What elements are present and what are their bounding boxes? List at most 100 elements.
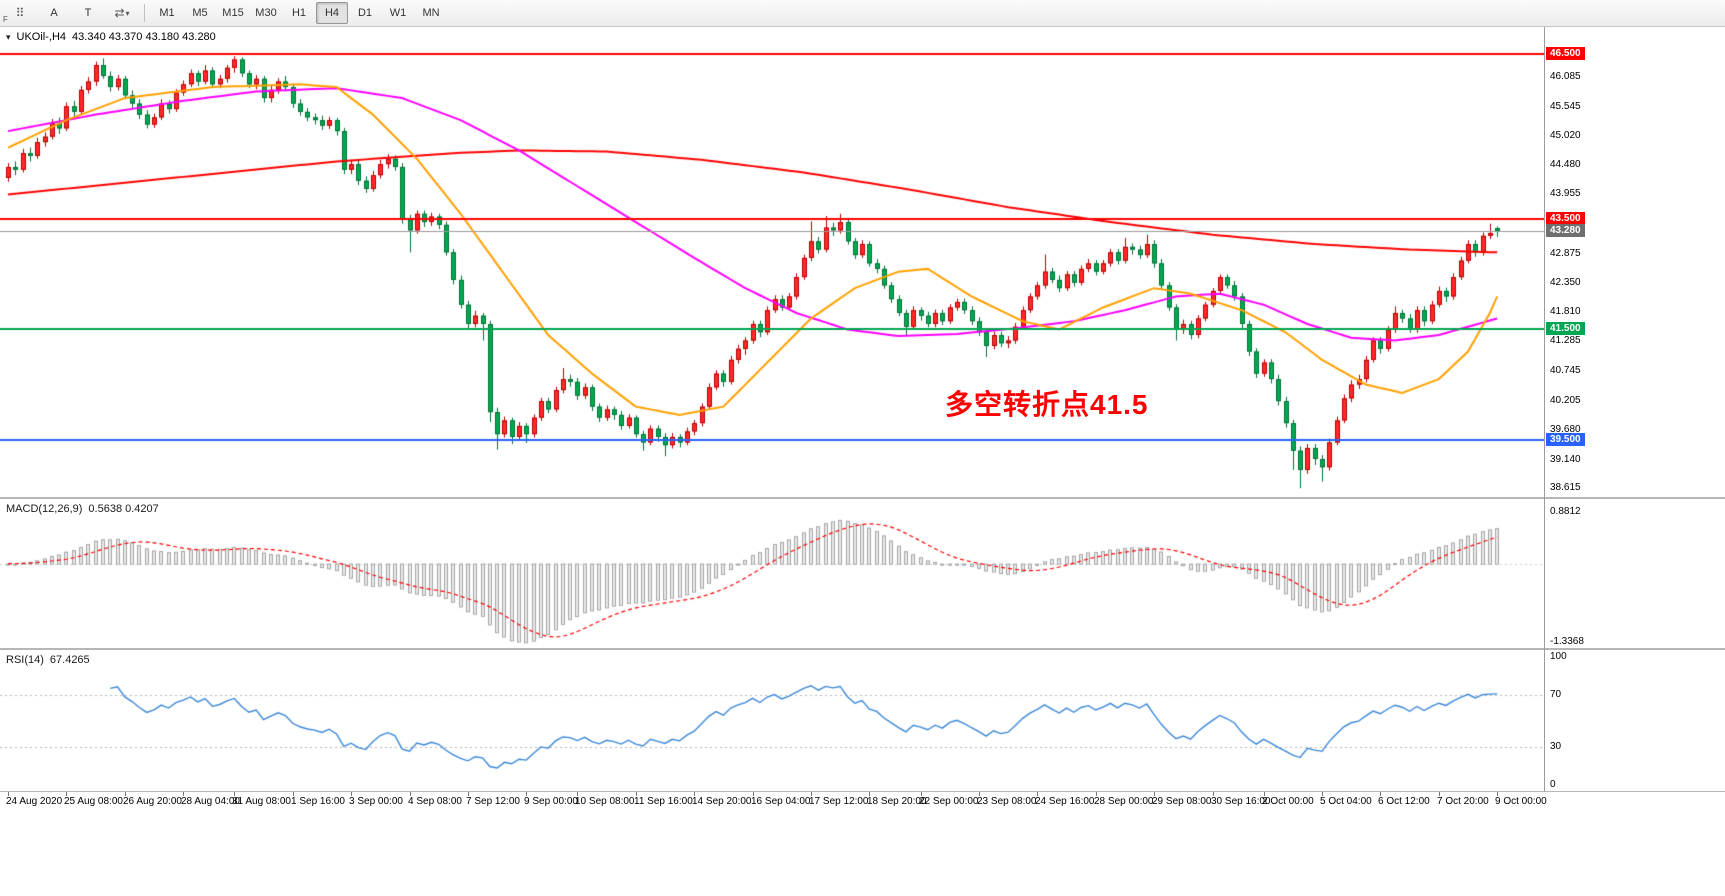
timeframe-button-h1[interactable]: H1 [291,7,307,19]
time-tick [921,792,922,796]
toolbar: ⠿ F A T ⇄ ▾ M1 M5 M15 M30 H1 H4 D1 W1 MN [0,0,1725,27]
timeframe-button-h4[interactable]: H4 [316,2,348,24]
price-tick-label: 38.615 [1550,482,1581,494]
time-tick [636,792,637,796]
timeframe-button-d1[interactable]: D1 [357,7,373,19]
time-tick [1037,792,1038,796]
fast-navigation-label: F [3,15,8,24]
price-tick-label: 46.085 [1550,70,1581,82]
time-tick [753,792,754,796]
time-tick [1096,792,1097,796]
price-tick-label: 42.350 [1550,276,1581,288]
time-label: 24 Aug 2020 [6,796,63,807]
price-badge: 41.500 [1546,322,1585,336]
time-tick [351,792,352,796]
toolbar-separator [144,4,145,22]
time-label: 22 Sep 00:00 [919,796,979,807]
time-label: 18 Sep 20:00 [867,796,927,807]
time-label: 5 Oct 04:00 [1320,796,1372,807]
price-tick-label: 43.955 [1550,188,1581,200]
price-tick-label: 45.020 [1550,129,1581,141]
price-badge: 39.500 [1546,432,1585,446]
text-tool-button[interactable]: T [84,7,92,19]
rsi-axis-label: 100 [1550,651,1567,662]
timeframe-button-m30[interactable]: M30 [255,7,277,19]
time-label: 1 Sep 16:00 [291,796,345,807]
time-tick [1497,792,1498,796]
time-label: 25 Aug 08:00 [64,796,123,807]
time-tick [526,792,527,796]
time-tick [183,792,184,796]
time-tick [1380,792,1381,796]
time-tick [577,792,578,796]
time-label: 23 Sep 08:00 [977,796,1037,807]
price-badge: 46.500 [1546,46,1585,60]
time-label: 29 Sep 08:00 [1152,796,1212,807]
time-tick [468,792,469,796]
time-axis: 24 Aug 2020 25 Aug 08:00 26 Aug 20:00 28 Au… [0,792,1725,832]
time-tick [1264,792,1265,796]
macd-panel-label: MACD(12,26,9) 0.5638 0.4207 [6,503,159,515]
time-label: 9 Oct 00:00 [1495,796,1547,807]
panel-splitter-macd-rsi[interactable] [0,648,1725,650]
time-axis-separator [0,791,1725,792]
timeframe-button-w1[interactable]: W1 [389,7,407,19]
price-tick-label: 39.140 [1550,453,1581,465]
price-tick-label: 41.285 [1550,335,1581,347]
timeframe-button-m5[interactable]: M5 [192,7,208,19]
time-label: 10 Sep 08:00 [575,796,635,807]
time-tick [694,792,695,796]
rsi-panel-label: RSI(14) 67.4265 [6,654,90,666]
time-label: 16 Sep 04:00 [751,796,811,807]
rsi-axis-label: 0 [1550,779,1556,790]
price-badge: 43.280 [1546,224,1585,238]
main-chart-canvas[interactable] [0,27,1544,497]
time-tick [1213,792,1214,796]
time-tick [66,792,67,796]
timeframe-button-m1[interactable]: M1 [159,7,175,19]
time-tick [979,792,980,796]
price-badge: 43.500 [1546,212,1585,226]
time-label: 4 Sep 08:00 [408,796,462,807]
ohlc-readout: 43.340 43.370 43.180 43.280 [72,31,216,43]
macd-canvas[interactable] [0,500,1544,648]
time-label: 17 Sep 12:00 [809,796,869,807]
time-label: 26 Aug 20:00 [123,796,182,807]
chart-area: ▾ UKOil-,H4 43.340 43.370 43.180 43.280 … [0,27,1725,896]
rsi-value-label: 67.4265 [49,654,90,666]
time-tick [1322,792,1323,796]
time-label: 11 Sep 16:00 [634,796,693,807]
macd-axis-label: 0.8812 [1550,506,1581,517]
symbol-switch-button[interactable]: ⇄ ▾ [106,2,138,24]
time-label: 3 Sep 00:00 [349,796,403,807]
chart-text-annotation[interactable]: 多空转折点41.5 [945,389,1149,420]
annotate-button[interactable]: A [50,7,58,19]
time-tick [1439,792,1440,796]
time-label: 7 Oct 20:00 [1437,796,1489,807]
timeframe-button-mn[interactable]: MN [422,7,440,19]
price-tick-label: 39.680 [1550,423,1581,435]
time-label: 9 Sep 00:00 [524,796,578,807]
rsi-canvas[interactable] [0,651,1544,791]
time-label: 28 Sep 00:00 [1094,796,1154,807]
swap-arrows-icon: ⇄ [114,6,125,20]
time-label: 2 Oct 00:00 [1262,796,1314,807]
time-tick [410,792,411,796]
price-tick-label: 42.875 [1550,247,1581,259]
collapse-triangle-icon[interactable]: ▾ [6,31,11,42]
time-tick [234,792,235,796]
timeframe-button-group: M1 M5 M15 M30 H1 H4 D1 W1 MN [151,2,447,24]
macd-values-label: 0.5638 0.4207 [88,503,159,515]
chart-title: ▾ UKOil-,H4 43.340 43.370 43.180 43.280 [6,31,216,43]
time-tick [1154,792,1155,796]
timeframe-button-m15[interactable]: M15 [222,7,244,19]
time-tick [125,792,126,796]
time-tick [811,792,812,796]
time-tick [8,792,9,796]
panel-splitter-main-macd[interactable] [0,497,1725,499]
toolbox-grid-icon[interactable]: ⠿ [15,6,25,20]
time-label: 28 Aug 04:00 [181,796,240,807]
macd-axis-label: -1.3368 [1550,636,1584,647]
time-label: 6 Oct 12:00 [1378,796,1430,807]
chevron-down-icon: ▾ [125,8,130,18]
